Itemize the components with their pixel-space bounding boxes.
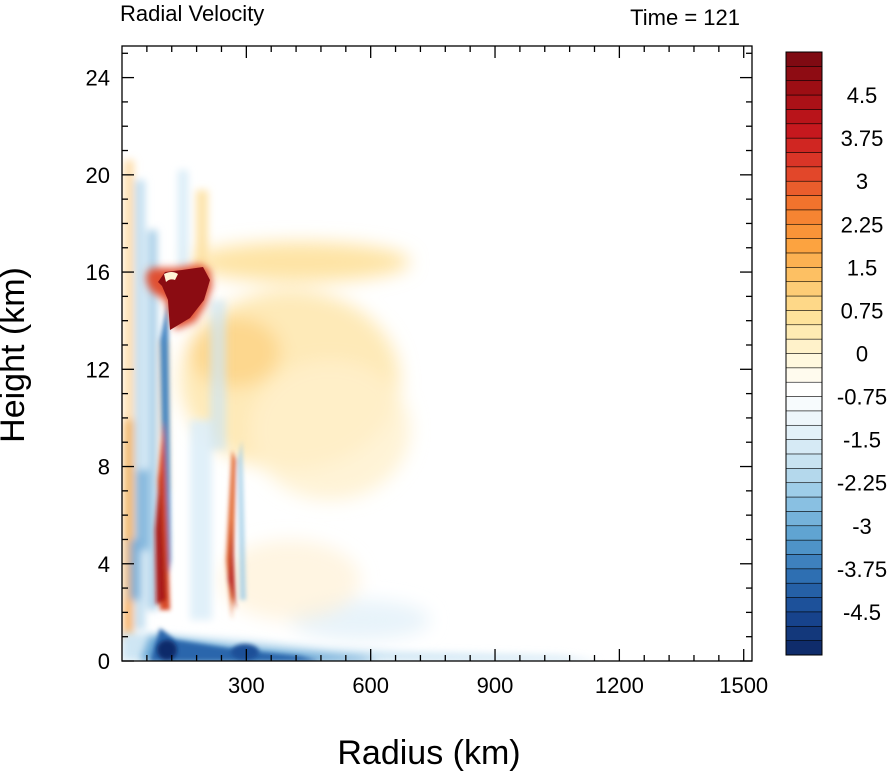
heatmap-field [122,46,752,661]
colorbar-level [785,80,823,96]
time-label: Time = 121 [630,5,740,30]
colorbar-level [785,640,823,656]
colorbar-level [785,281,823,297]
colorbar-level [785,468,823,484]
colorbar-level [785,424,823,441]
colorbar-level [785,597,823,613]
colorbar-labels: 4.5 3.75 3 2.25 1.5 0.75 0 -0.75 -1.5 -2.25 -3 -3.7… [837,83,887,625]
colorbar-level [785,625,823,642]
colorbar-level [785,238,823,254]
y-tick-label: 4 [98,552,110,577]
sharp-bands [155,300,246,620]
colorbar-level [785,66,823,82]
chart-title: Radial Velocity [120,1,264,26]
y-tick-label: 0 [98,649,110,674]
colorbar-level [785,166,823,182]
y-tick-label: 12 [86,357,110,382]
colorbar-level [785,152,823,168]
colorbar-tick-label: 3 [856,169,868,194]
colorbar-level [785,367,823,383]
colorbar-level [785,381,823,398]
colorbar-level [785,310,823,326]
x-tick-label: 1200 [595,673,644,698]
outflow-fan [180,242,430,640]
colorbar-level [785,582,823,599]
colorbar [785,51,823,656]
y-tick-label: 8 [98,455,110,480]
colorbar-level [785,195,823,211]
colorbar-level [785,539,823,556]
colorbar-tick-label: 0 [856,342,868,367]
colorbar-level [785,324,823,340]
colorbar-level [785,396,823,412]
colorbar-level [785,511,823,527]
colorbar-level [785,482,823,498]
colorbar-level [785,611,823,627]
colorbar-level [785,353,823,369]
colorbar-level [785,252,823,268]
colorbar-level [785,525,823,541]
colorbar-tick-label: -0.75 [837,385,887,410]
colorbar-level [785,496,823,512]
colorbar-level [785,223,823,240]
colorbar-level [785,180,823,197]
colorbar-level [785,209,823,225]
colorbar-tick-label: -3 [852,514,872,539]
colorbar-level [785,568,823,584]
colorbar-level [785,137,823,153]
x-tick-label: 300 [228,673,265,698]
colorbar-tick-label: 2.25 [841,212,884,237]
colorbar-level [785,410,823,426]
colorbar-tick-label: -2.25 [837,471,887,496]
y-axis: 0 4 8 12 16 20 24 [86,52,752,674]
colorbar-tick-label: -4.5 [843,600,881,625]
colorbar-level [785,338,823,354]
colorbar-level [785,554,823,570]
colorbar-level [785,267,823,283]
plot-frame [121,45,753,662]
colorbar-tick-label: 1.5 [847,255,878,280]
colorbar-level [785,295,823,311]
colorbar-tick-label: -1.5 [843,428,881,453]
y-tick-label: 16 [86,260,110,285]
boundary-layer-inflow [122,628,600,661]
colorbar-frame [785,51,823,656]
y-tick-label: 20 [86,163,110,188]
colorbar-tick-label: 4.5 [847,83,878,108]
colorbar-level [785,453,823,469]
colorbar-level [785,94,823,110]
colorbar-tick-label: 0.75 [841,298,884,323]
y-tick-label: 24 [86,66,110,91]
outflow-core [146,264,212,330]
colorbar-level [785,109,823,125]
x-axis-label: Radius (km) [337,734,520,772]
x-tick-label: 1500 [719,673,768,698]
colorbar-tick-label: -3.75 [837,557,887,582]
x-axis: 300 600 900 1200 1500 [146,46,768,698]
colorbar-level [785,439,823,455]
colorbar-tick-label: 3.75 [841,126,884,151]
x-tick-label: 600 [352,673,389,698]
x-tick-label: 900 [477,673,514,698]
y-axis-label: Height (km) [0,267,32,443]
colorbar-level [785,51,823,67]
colorbar-level [785,123,823,139]
